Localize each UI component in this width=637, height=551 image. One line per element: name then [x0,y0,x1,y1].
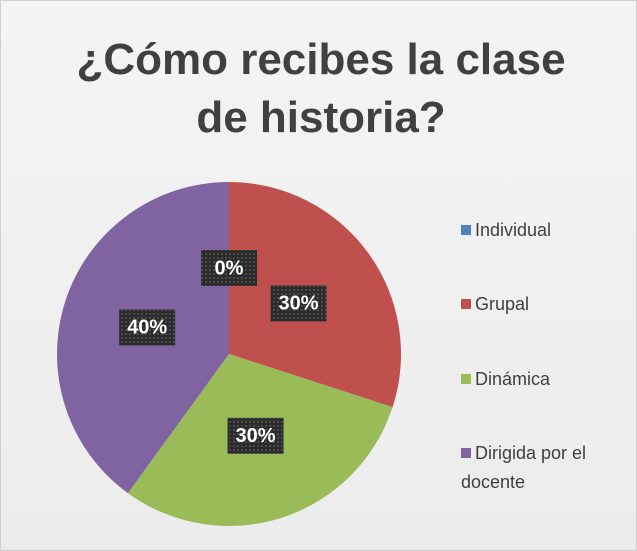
legend-item: Dinámica [461,365,626,394]
legend-item: Grupal [461,290,626,319]
legend-swatch [461,299,471,309]
legend-label: Individual [475,220,552,240]
data-label: 30% [236,425,276,447]
data-label-box [119,309,176,346]
legend-label: Grupal [475,294,530,314]
legend-label: Dirigida por el docente [461,443,587,492]
legend-swatch [461,448,471,458]
data-label-box [227,417,284,454]
legend-item: Individual [461,216,626,245]
legend-swatch [461,225,471,235]
legend-swatch [461,374,471,384]
legend-label: Dinámica [475,369,551,389]
data-label-box [201,250,257,286]
data-label: 0% [215,257,244,279]
data-label: 30% [279,293,319,315]
data-label-box [270,285,327,322]
data-label: 40% [127,317,167,339]
chart-title: ¿Cómo recibes la clase de historia? [76,35,566,142]
legend-item: Dirigida por el docente [461,439,626,497]
